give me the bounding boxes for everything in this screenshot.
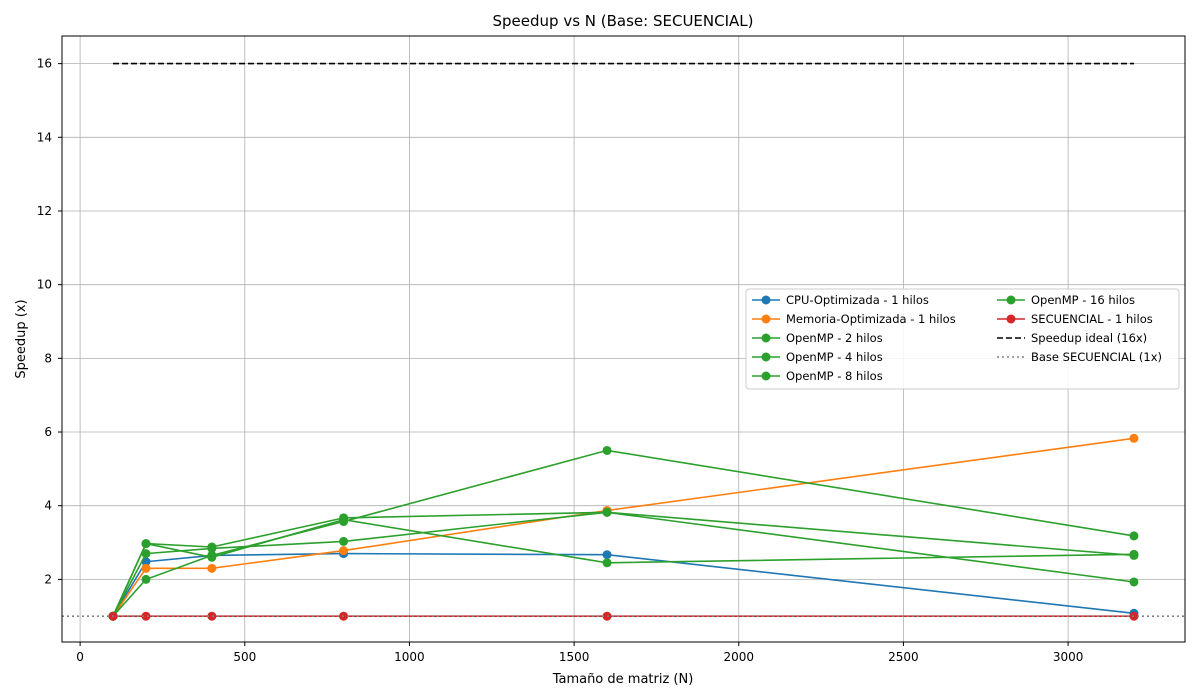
legend-swatch-marker xyxy=(761,371,771,381)
legend-item-openmp-16-hilos: OpenMP - 16 hilos xyxy=(997,293,1135,307)
y-tick-label: 12 xyxy=(37,204,52,218)
y-tick-label: 10 xyxy=(37,278,52,292)
legend-label: CPU-Optimizada - 1 hilos xyxy=(786,293,929,307)
plot-frame xyxy=(61,35,1186,643)
data-point xyxy=(141,549,151,559)
series-memoria-optimizada-1-hilos xyxy=(108,433,1139,621)
series-line xyxy=(112,437,1135,617)
legend-swatch-marker xyxy=(1006,295,1016,305)
data-point xyxy=(602,445,612,455)
y-axis-title: Speedup (x) xyxy=(14,299,29,378)
series-cpu-optimizada-1-hilos xyxy=(108,549,1139,621)
series-line xyxy=(112,511,1135,617)
y-tick-label: 6 xyxy=(44,425,52,439)
series-openmp-16-hilos xyxy=(108,507,1139,621)
data-point xyxy=(339,536,349,546)
legend: CPU-Optimizada - 1 hilos Memoria-Optimiza… xyxy=(745,288,1180,390)
data-point xyxy=(602,558,612,568)
legend-swatch-marker xyxy=(1006,314,1016,324)
legend-item-openmp-2-hilos: OpenMP - 2 hilos xyxy=(752,331,883,345)
legend-swatch-marker xyxy=(761,333,771,343)
x-tick-label: 1500 xyxy=(559,650,590,664)
data-point xyxy=(141,563,151,573)
data-point xyxy=(141,574,151,584)
series-line xyxy=(112,518,1135,617)
y-tick-label: 16 xyxy=(37,57,52,71)
series-line xyxy=(112,552,1135,617)
y-tick-label: 14 xyxy=(37,130,52,144)
legend-label: OpenMP - 8 hilos xyxy=(786,369,883,383)
data-point xyxy=(141,539,151,549)
series-openmp-4-hilos xyxy=(108,445,1139,621)
legend-label: Speedup ideal (16x) xyxy=(1031,331,1147,345)
data-point xyxy=(339,546,349,556)
series-line xyxy=(112,449,1135,617)
x-tick-label: 2000 xyxy=(723,650,754,664)
axes: 0 500 1000 1500 2000 2500 3000 2 4 6 8 10 12 14 16 xyxy=(37,35,1186,664)
series-openmp-2-hilos xyxy=(108,507,1139,621)
data-point xyxy=(207,552,217,562)
legend-swatch-marker xyxy=(761,295,771,305)
legend-item-cpu-optimizada-1-hilos: CPU-Optimizada - 1 hilos xyxy=(752,293,929,307)
legend-item-speedup-ideal-16x: Speedup ideal (16x) xyxy=(997,331,1147,345)
series-openmp-8-hilos xyxy=(108,515,1139,621)
legend-item-memoria-optimizada-1-hilos: Memoria-Optimizada - 1 hilos xyxy=(752,312,956,326)
legend-item-secuencial-1-hilos: SECUENCIAL - 1 hilos xyxy=(997,312,1153,326)
data-point xyxy=(1129,531,1139,541)
legend-label: SECUENCIAL - 1 hilos xyxy=(1031,312,1153,326)
legend-label: Memoria-Optimizada - 1 hilos xyxy=(786,312,956,326)
data-point xyxy=(1129,577,1139,587)
y-tick-label: 8 xyxy=(44,351,52,365)
x-tick-label: 500 xyxy=(233,650,256,664)
plot-series xyxy=(62,62,1185,621)
legend-swatch-marker xyxy=(761,314,771,324)
x-tick-label: 0 xyxy=(76,650,84,664)
legend-swatch-marker xyxy=(761,352,771,362)
y-tick-label: 4 xyxy=(44,499,52,513)
data-point xyxy=(602,507,612,517)
x-tick-label: 3000 xyxy=(1053,650,1084,664)
legend-item-openmp-4-hilos: OpenMP - 4 hilos xyxy=(752,350,883,364)
data-point xyxy=(207,542,217,552)
data-point xyxy=(602,550,612,560)
legend-label: OpenMP - 4 hilos xyxy=(786,350,883,364)
data-point xyxy=(207,563,217,573)
data-point xyxy=(1129,549,1139,559)
x-tick-label: 2500 xyxy=(888,650,919,664)
data-point xyxy=(141,611,151,621)
legend-box xyxy=(745,288,1180,390)
y-tick-label: 2 xyxy=(44,572,52,586)
data-point xyxy=(339,513,349,523)
data-point xyxy=(207,611,217,621)
data-point xyxy=(1129,433,1139,443)
x-axis-title: Tamaño de matriz (N) xyxy=(552,672,694,687)
legend-label: OpenMP - 16 hilos xyxy=(1031,293,1135,307)
chart-title: Speedup vs N (Base: SECUENCIAL) xyxy=(493,12,754,30)
legend-label: OpenMP - 2 hilos xyxy=(786,331,883,345)
legend-item-openmp-8-hilos: OpenMP - 8 hilos xyxy=(752,369,883,383)
x-tick-label: 1000 xyxy=(394,650,425,664)
legend-label: Base SECUENCIAL (1x) xyxy=(1031,350,1162,364)
series-line xyxy=(112,511,1135,617)
legend-item-base-secuencial-1x: Base SECUENCIAL (1x) xyxy=(997,350,1162,364)
